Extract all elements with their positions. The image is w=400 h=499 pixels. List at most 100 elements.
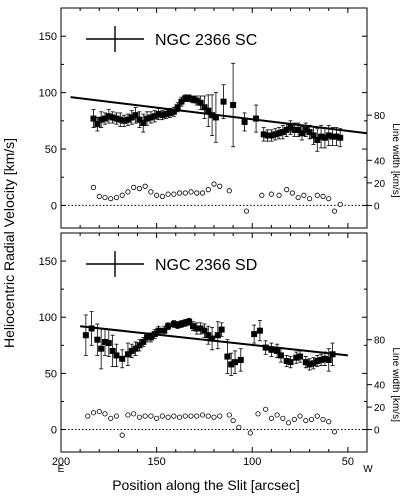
- line-width-point: [96, 193, 102, 200]
- velocity-point: [155, 327, 162, 334]
- velocity-point: [132, 345, 139, 352]
- velocity-point: [224, 353, 231, 360]
- velocity-point: [241, 118, 248, 125]
- velocity-point: [260, 131, 267, 138]
- velocity-point: [237, 356, 244, 363]
- right-y-tick-label: 0: [374, 201, 380, 212]
- velocity-point: [293, 354, 300, 361]
- panel-1: 0 50 100 150 0 20 40 80 NGC 2366 SC: [39, 7, 386, 229]
- line-width-point: [176, 414, 183, 420]
- line-width-point: [205, 187, 211, 193]
- line-width-point: [314, 192, 320, 198]
- velocity-point: [232, 359, 239, 366]
- line-width-point: [125, 412, 131, 418]
- right-y-tick-label: 80: [374, 336, 386, 347]
- velocity-point: [189, 96, 196, 103]
- velocity-point: [170, 320, 177, 327]
- x-tick-label: 200: [52, 456, 70, 468]
- line-width-point: [148, 189, 154, 195]
- right-y-tick-label: 20: [374, 403, 386, 414]
- line-width-point: [154, 415, 160, 421]
- velocity-point: [295, 126, 302, 133]
- line-width-point: [199, 190, 206, 196]
- panel-title: NGC 2366 SD: [155, 257, 257, 274]
- line-width-point: [113, 413, 120, 419]
- y-tick-label: 0: [51, 425, 57, 437]
- line-width-point: [171, 191, 177, 197]
- velocity-point: [287, 124, 294, 131]
- east-label: E: [58, 464, 65, 475]
- line-width-point: [199, 412, 206, 418]
- velocity-point: [205, 332, 212, 339]
- velocity-point: [161, 327, 168, 334]
- velocity-point: [117, 116, 124, 123]
- velocity-point: [214, 332, 221, 339]
- line-width-point: [314, 413, 320, 419]
- line-width-point: [142, 413, 148, 419]
- line-width-point: [308, 416, 315, 423]
- velocity-point: [101, 338, 108, 345]
- velocity-point: [186, 318, 193, 325]
- line-width-point: [331, 429, 338, 435]
- velocity-point: [321, 355, 328, 362]
- velocity-point: [174, 104, 181, 111]
- velocity-point: [165, 323, 172, 330]
- line-width-point: [108, 415, 114, 421]
- velocity-point: [105, 113, 112, 120]
- line-width-point: [230, 417, 236, 424]
- velocity-point: [144, 115, 151, 122]
- velocity-point: [318, 356, 325, 363]
- x-tick-label: 50: [342, 456, 354, 468]
- velocity-point: [109, 347, 116, 354]
- velocity-point: [159, 112, 166, 119]
- line-width-point: [285, 420, 292, 426]
- velocity-point: [124, 116, 131, 123]
- line-width-point: [159, 413, 165, 419]
- line-width-point: [320, 193, 326, 200]
- velocity-point: [253, 115, 260, 122]
- line-width-point: [171, 413, 177, 419]
- x-tick-label: 100: [243, 456, 261, 468]
- line-width-point: [291, 416, 297, 423]
- line-width-point: [297, 413, 303, 419]
- right-y-tick-label: 20: [374, 179, 386, 190]
- velocity-point: [205, 107, 212, 114]
- velocity-point: [262, 344, 269, 351]
- velocity-point: [291, 126, 298, 133]
- line-width-point: [255, 411, 261, 417]
- line-width-point: [226, 412, 232, 418]
- x-tick-label: 150: [147, 456, 165, 468]
- velocity-point: [230, 102, 237, 109]
- line-width-point: [90, 410, 97, 416]
- line-width-point: [85, 413, 91, 419]
- line-width-point: [188, 189, 194, 195]
- y-tick-label: 0: [51, 200, 57, 212]
- line-width-point: [236, 424, 242, 430]
- line-width-point: [303, 417, 309, 424]
- panel-title: NGC 2366 SC: [155, 32, 257, 49]
- velocity-point: [325, 132, 332, 139]
- line-width-point: [194, 413, 200, 419]
- velocity-point: [287, 359, 294, 366]
- line-width-point: [289, 190, 296, 196]
- line-width-point: [142, 183, 148, 189]
- right-y-tick-label: 40: [374, 156, 386, 167]
- velocity-point: [228, 361, 235, 368]
- line-width-point: [211, 181, 217, 187]
- velocity-point: [136, 116, 143, 123]
- velocity-point: [128, 347, 135, 354]
- velocity-point: [98, 116, 105, 123]
- y-tick-label: 50: [45, 144, 57, 156]
- velocity-point: [113, 352, 120, 359]
- line-width-point: [284, 187, 290, 193]
- velocity-point: [314, 358, 321, 365]
- velocity-point: [310, 360, 317, 367]
- velocity-point: [302, 126, 309, 133]
- y-tick-label: 100: [39, 312, 57, 324]
- velocity-point: [189, 323, 196, 330]
- velocity-point: [329, 351, 336, 358]
- line-width-point: [337, 201, 343, 207]
- velocity-point: [155, 111, 162, 118]
- velocity-point: [201, 104, 208, 111]
- velocity-point: [88, 325, 95, 332]
